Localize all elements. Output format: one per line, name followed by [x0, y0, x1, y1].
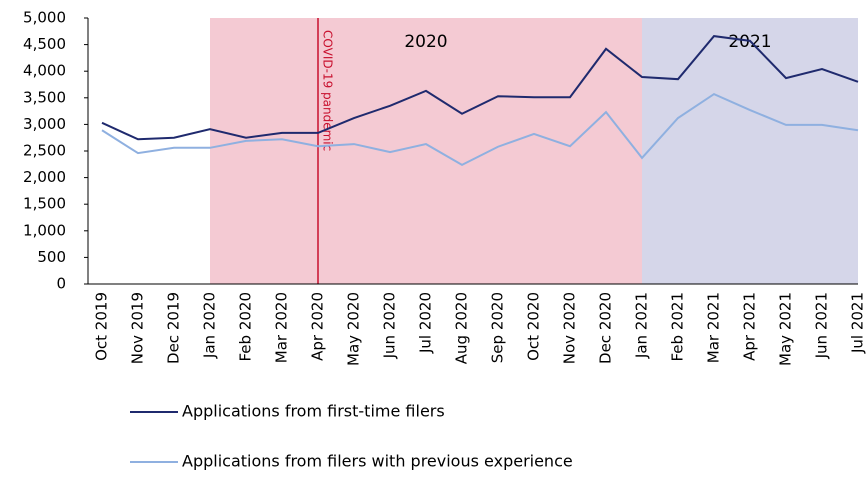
region	[642, 18, 858, 284]
series-line	[101, 92, 859, 166]
x-tick-label: Feb 2020	[237, 292, 255, 362]
y-tick-label: 3,500	[23, 88, 66, 106]
y-tick-label: 5,000	[23, 9, 66, 27]
x-tick-label: Jun 2020	[381, 292, 399, 359]
x-tick-label: Sep 2020	[489, 292, 507, 363]
x-tick-label: May 2021	[777, 292, 795, 366]
legend-label: Applications from filers with previous e…	[182, 452, 573, 471]
x-tick-label: Oct 2020	[525, 292, 543, 361]
x-tick-label: Dec 2020	[597, 292, 615, 364]
series-line	[101, 35, 859, 141]
x-tick-label: Jan 2020	[201, 292, 219, 359]
x-tick-label: Jan 2021	[633, 292, 651, 359]
y-tick-label: 1,000	[23, 221, 66, 239]
x-tick-label: Mar 2020	[273, 292, 291, 363]
x-tick-label: Apr 2021	[741, 292, 759, 361]
x-tick-label: Jul 2020	[417, 292, 435, 354]
y-tick-label: 1,500	[23, 195, 66, 213]
legend-label: Applications from first-time filers	[182, 402, 445, 421]
x-tick-label: Jul 2021	[849, 292, 867, 354]
annotation-label: COVID-19 pandemic	[321, 30, 335, 151]
x-tick-label: Aug 2020	[453, 292, 471, 364]
y-tick-label: 500	[37, 248, 66, 266]
y-tick-label: 2,000	[23, 168, 66, 186]
x-tick-label: Nov 2019	[129, 292, 147, 364]
x-tick-label: Jun 2021	[813, 292, 831, 359]
x-tick-label: Apr 2020	[309, 292, 327, 361]
y-tick-label: 4,500	[23, 35, 66, 53]
y-tick-label: 2,500	[23, 142, 66, 160]
y-tick-label: 4,000	[23, 62, 66, 80]
y-tick-label: 0	[56, 275, 66, 293]
region-label: 2020	[404, 32, 447, 52]
x-tick-label: May 2020	[345, 292, 363, 366]
x-tick-label: Mar 2021	[705, 292, 723, 363]
x-tick-label: Dec 2019	[165, 292, 183, 364]
y-tick-label: 3,000	[23, 115, 66, 133]
x-tick-label: Oct 2019	[93, 292, 111, 361]
x-tick-label: Nov 2020	[561, 292, 579, 364]
x-tick-label: Feb 2021	[669, 292, 687, 362]
region	[210, 18, 642, 284]
